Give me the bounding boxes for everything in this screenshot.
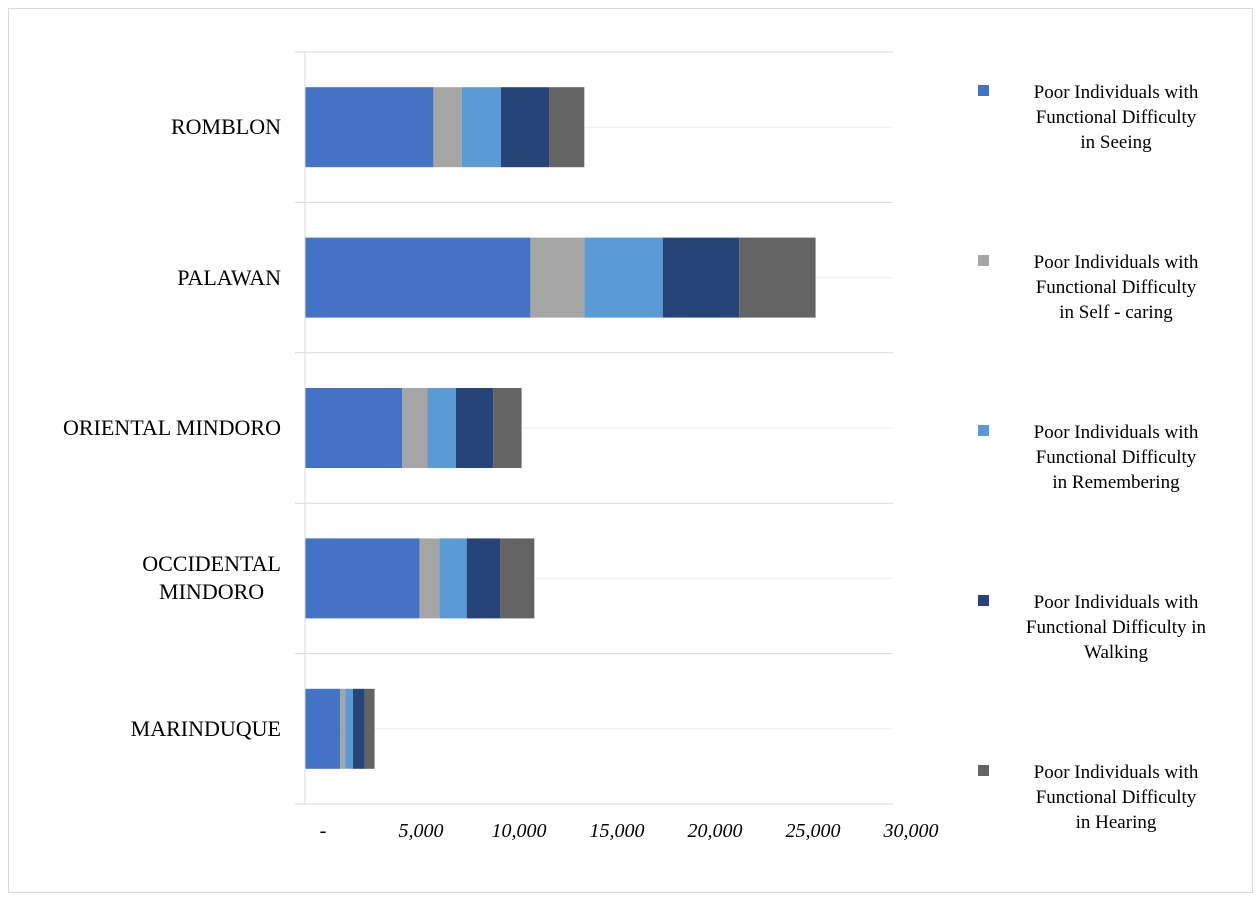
category-label-line: MINDORO bbox=[159, 579, 265, 605]
bar-segment bbox=[500, 538, 535, 619]
bar-segment bbox=[493, 388, 522, 468]
legend-label-line: in Seeing bbox=[1080, 132, 1152, 153]
legend-swatch bbox=[978, 85, 989, 96]
category-label-line: PALAWAN bbox=[177, 264, 281, 290]
category-label: ORIENTAL MINDORO bbox=[63, 414, 281, 442]
category-label-line: OCCIDENTAL bbox=[142, 551, 281, 577]
legend-label-line: in Hearing bbox=[1075, 812, 1157, 833]
bar-segment bbox=[530, 237, 585, 318]
bar-segment bbox=[305, 388, 403, 468]
x-tick-label: 15,000 bbox=[589, 820, 645, 842]
x-tick-label: 10,000 bbox=[491, 820, 547, 842]
legend-label-line: Poor Individuals with bbox=[1033, 252, 1199, 273]
bar-segment bbox=[549, 87, 585, 168]
legend-label-line: Functional Difficulty bbox=[1035, 447, 1197, 468]
bar-segment bbox=[427, 388, 456, 468]
x-tick-label: 20,000 bbox=[687, 820, 743, 842]
x-tick-label: 5,000 bbox=[398, 820, 444, 842]
bar-segment bbox=[305, 87, 434, 168]
legend-label-line: in Self - caring bbox=[1059, 302, 1173, 323]
legend-label-line: Functional Difficulty bbox=[1035, 787, 1197, 808]
bar-segment bbox=[305, 538, 420, 619]
legend-label-line: Functional Difficulty in bbox=[1025, 617, 1207, 638]
category-label: MARINDUQUE bbox=[131, 715, 281, 743]
bar-segment bbox=[501, 87, 550, 168]
legend-label-line: Poor Individuals with bbox=[1033, 422, 1199, 443]
bar-segment bbox=[455, 388, 494, 468]
legend-label-line: in Remembering bbox=[1052, 472, 1180, 493]
bar-segment bbox=[353, 688, 365, 769]
legend-label: Poor Individuals with Functional Difficul… bbox=[1011, 760, 1221, 835]
legend-label: Poor Individuals with Functional Difficul… bbox=[1011, 250, 1221, 325]
bar-segment bbox=[662, 237, 740, 318]
category-label-line: ORIENTAL MINDORO bbox=[62, 415, 281, 440]
legend-label-line: Poor Individuals with bbox=[1033, 762, 1199, 783]
bars bbox=[305, 87, 816, 769]
x-tick-label: 30,000 bbox=[883, 820, 939, 842]
bar-segment bbox=[345, 688, 354, 769]
bar-segment bbox=[739, 237, 816, 318]
category-label: ROMBLON bbox=[171, 113, 281, 141]
legend-swatch bbox=[978, 595, 989, 606]
x-tick-label: - bbox=[319, 820, 327, 842]
category-label-line: ROMBLON bbox=[170, 114, 281, 140]
bar-segment bbox=[305, 688, 341, 769]
legend-label-line: Functional Difficulty bbox=[1035, 107, 1197, 128]
bar-segment bbox=[419, 538, 440, 619]
legend-label: Poor Individuals with Functional Difficul… bbox=[1011, 80, 1221, 155]
bar-segment bbox=[584, 237, 663, 318]
legend-label: Poor Individuals with Functional Difficul… bbox=[1011, 420, 1221, 495]
legend-swatch bbox=[978, 425, 989, 436]
bar-segment bbox=[402, 388, 428, 468]
legend-swatch bbox=[978, 255, 989, 266]
legend-swatch bbox=[978, 765, 989, 776]
bar-segment bbox=[461, 87, 501, 168]
category-label: OCCIDENTAL MINDORO bbox=[142, 550, 281, 606]
legend-label-line: Walking bbox=[1084, 642, 1148, 663]
bar-segment bbox=[340, 688, 346, 769]
category-label-line: MARINDUQUE bbox=[130, 715, 281, 741]
x-tick-label: 25,000 bbox=[785, 820, 841, 842]
bar-segment bbox=[364, 688, 375, 769]
bar-segment bbox=[439, 538, 467, 619]
legend-label-line: Functional Difficulty bbox=[1035, 277, 1197, 298]
legend-label-line: Poor Individuals with bbox=[1033, 592, 1199, 613]
chart-frame bbox=[8, 8, 1253, 893]
legend-label: Poor Individuals with Functional Difficul… bbox=[1011, 590, 1221, 665]
legend-label-line: Poor Individuals with bbox=[1033, 82, 1199, 103]
bar-segment bbox=[466, 538, 501, 619]
bar-segment bbox=[433, 87, 462, 168]
category-label: PALAWAN bbox=[177, 264, 281, 292]
bar-segment bbox=[305, 237, 531, 318]
